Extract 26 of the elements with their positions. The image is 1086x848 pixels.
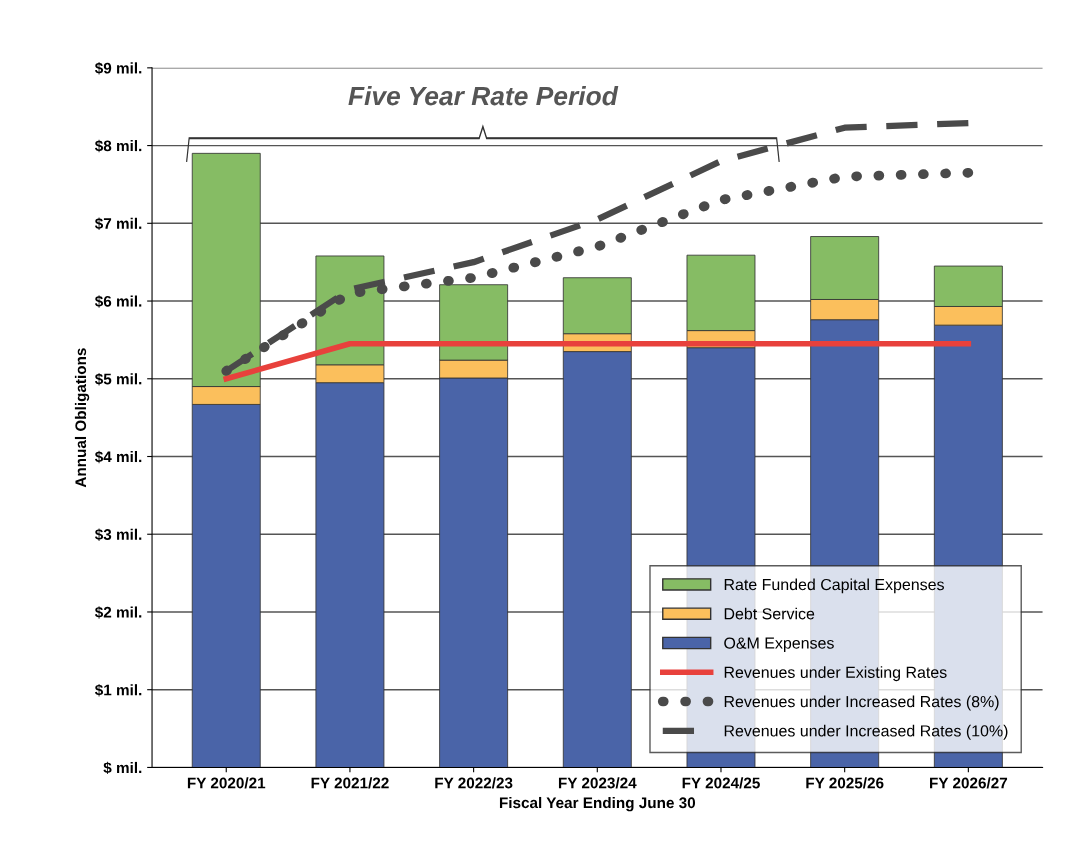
legend-label: Revenues under Existing Rates <box>724 666 947 682</box>
x-axis-title: Fiscal Year Ending June 30 <box>499 796 696 812</box>
y-tick-label: $9 mil. <box>94 62 142 75</box>
y-tick-label: $7 mil. <box>94 217 142 230</box>
y-tick-label: $6 mil. <box>94 295 142 308</box>
y-tick-label: $1 mil. <box>94 683 142 697</box>
x-tick-label: FY 2026/27 <box>930 777 1008 789</box>
x-tick-label: FY 2023/24 <box>558 777 637 789</box>
y-tick-label: $4 mil. <box>94 450 142 464</box>
legend-label: Rate Funded Capital Expenses <box>724 578 944 594</box>
x-tick-label: FY 2020/21 <box>187 777 266 789</box>
legend-label: O&M Expenses <box>724 637 834 652</box>
x-tick-label: FY 2022/23 <box>435 777 513 789</box>
legend-label: Debt Service <box>724 607 815 620</box>
y-tick-label: $ mil. <box>103 761 142 775</box>
x-tick-label: FY 2025/26 <box>806 777 884 789</box>
annotation: Five Year Rate Period <box>348 85 619 106</box>
y-tick-label: $3 mil. <box>94 528 142 541</box>
y-axis-title: Annual Obligations <box>74 348 90 488</box>
legend-label: Revenues under Increased Rates (10%) <box>724 724 1008 740</box>
legend-label: Revenues under Increased Rates (8%) <box>724 695 999 711</box>
y-tick-label: $8 mil. <box>94 139 142 153</box>
x-tick-label: FY 2024/25 <box>682 777 760 789</box>
x-tick-label: FY 2021/22 <box>311 777 389 789</box>
y-tick-label: $5 mil. <box>94 372 142 386</box>
y-tick-label: $2 mil. <box>94 606 142 619</box>
